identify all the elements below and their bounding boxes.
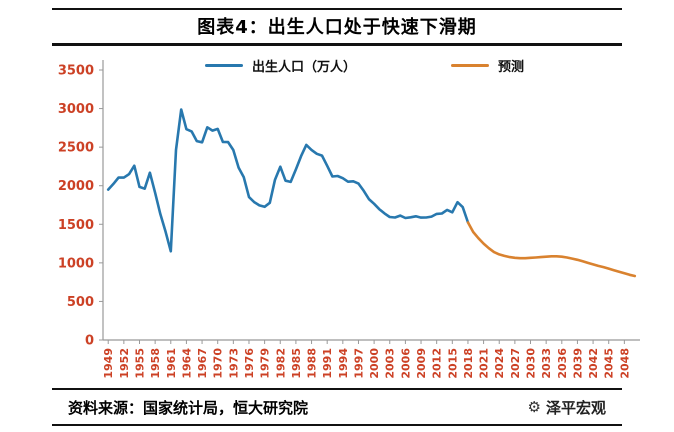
svg-text:3500: 3500 [58,64,94,79]
svg-text:1979: 1979 [259,348,272,379]
svg-text:2000: 2000 [58,179,94,194]
svg-text:1988: 1988 [306,348,319,379]
svg-text:2009: 2009 [415,348,428,379]
svg-text:1500: 1500 [58,218,94,233]
birth-population-line-chart: 0 500 1000 1500 2000 2500 3000 3500 1949 1952 1955… [58,60,640,379]
legend-line-swatch-blue [204,63,243,68]
legend-item-forecast: 预测 [451,56,524,75]
svg-text:2015: 2015 [446,348,459,379]
figure-header: 图表4：出生人口处于快速下滑期 [52,8,622,46]
legend-label: 预测 [498,60,525,75]
svg-text:1958: 1958 [149,348,162,379]
svg-text:3000: 3000 [58,102,94,117]
chart-title: 图表4：出生人口处于快速下滑期 [197,17,477,38]
svg-text:2033: 2033 [540,348,553,379]
gear-icon: ⚙ [527,398,541,416]
figure-footer: 资料来源：国家统计局，恒大研究院 ⚙ 泽平宏观 [52,388,622,426]
svg-text:2006: 2006 [399,348,412,379]
svg-text:2030: 2030 [525,348,538,379]
svg-text:2000: 2000 [368,348,381,379]
svg-text:2042: 2042 [587,348,600,379]
legend-line-swatch-orange [451,63,489,68]
svg-text:2039: 2039 [571,348,584,379]
brand-name: 泽平宏观 [545,398,606,417]
svg-text:1994: 1994 [337,348,350,379]
svg-text:2018: 2018 [462,348,475,379]
svg-text:2048: 2048 [618,348,631,379]
svg-text:2036: 2036 [556,348,569,379]
svg-text:1964: 1964 [180,348,193,379]
svg-text:1991: 1991 [321,348,334,379]
svg-text:1982: 1982 [274,348,287,379]
svg-text:1967: 1967 [196,348,209,379]
svg-text:2012: 2012 [431,348,444,379]
svg-text:2021: 2021 [478,348,491,379]
svg-text:0: 0 [85,334,94,349]
chart-legend: 出生人口（万人） 预测 [0,56,674,75]
svg-text:2045: 2045 [603,348,616,379]
svg-text:1961: 1961 [165,348,178,379]
data-source-note: 资料来源：国家统计局，恒大研究院 [68,398,309,417]
svg-text:1985: 1985 [290,348,303,379]
svg-text:2003: 2003 [384,348,397,379]
svg-text:1952: 1952 [118,348,131,379]
legend-item-birth-population: 出生人口（万人） [204,56,356,75]
svg-text:2027: 2027 [509,348,522,379]
svg-text:1955: 1955 [133,348,146,379]
svg-text:1976: 1976 [243,348,256,379]
legend-label: 出生人口（万人） [251,60,356,75]
svg-text:500: 500 [67,295,94,310]
svg-text:1970: 1970 [212,348,225,379]
svg-text:1973: 1973 [227,348,240,379]
svg-text:1997: 1997 [352,348,365,379]
brand-mark: ⚙ 泽平宏观 [528,397,606,418]
chart-area: 出生人口（万人） 预测 0 500 1000 1500 2000 2500 3000 3500… [0,40,674,382]
svg-text:2024: 2024 [493,348,506,379]
svg-text:1949: 1949 [102,348,115,379]
svg-text:1000: 1000 [58,256,94,271]
svg-text:2500: 2500 [58,141,94,156]
